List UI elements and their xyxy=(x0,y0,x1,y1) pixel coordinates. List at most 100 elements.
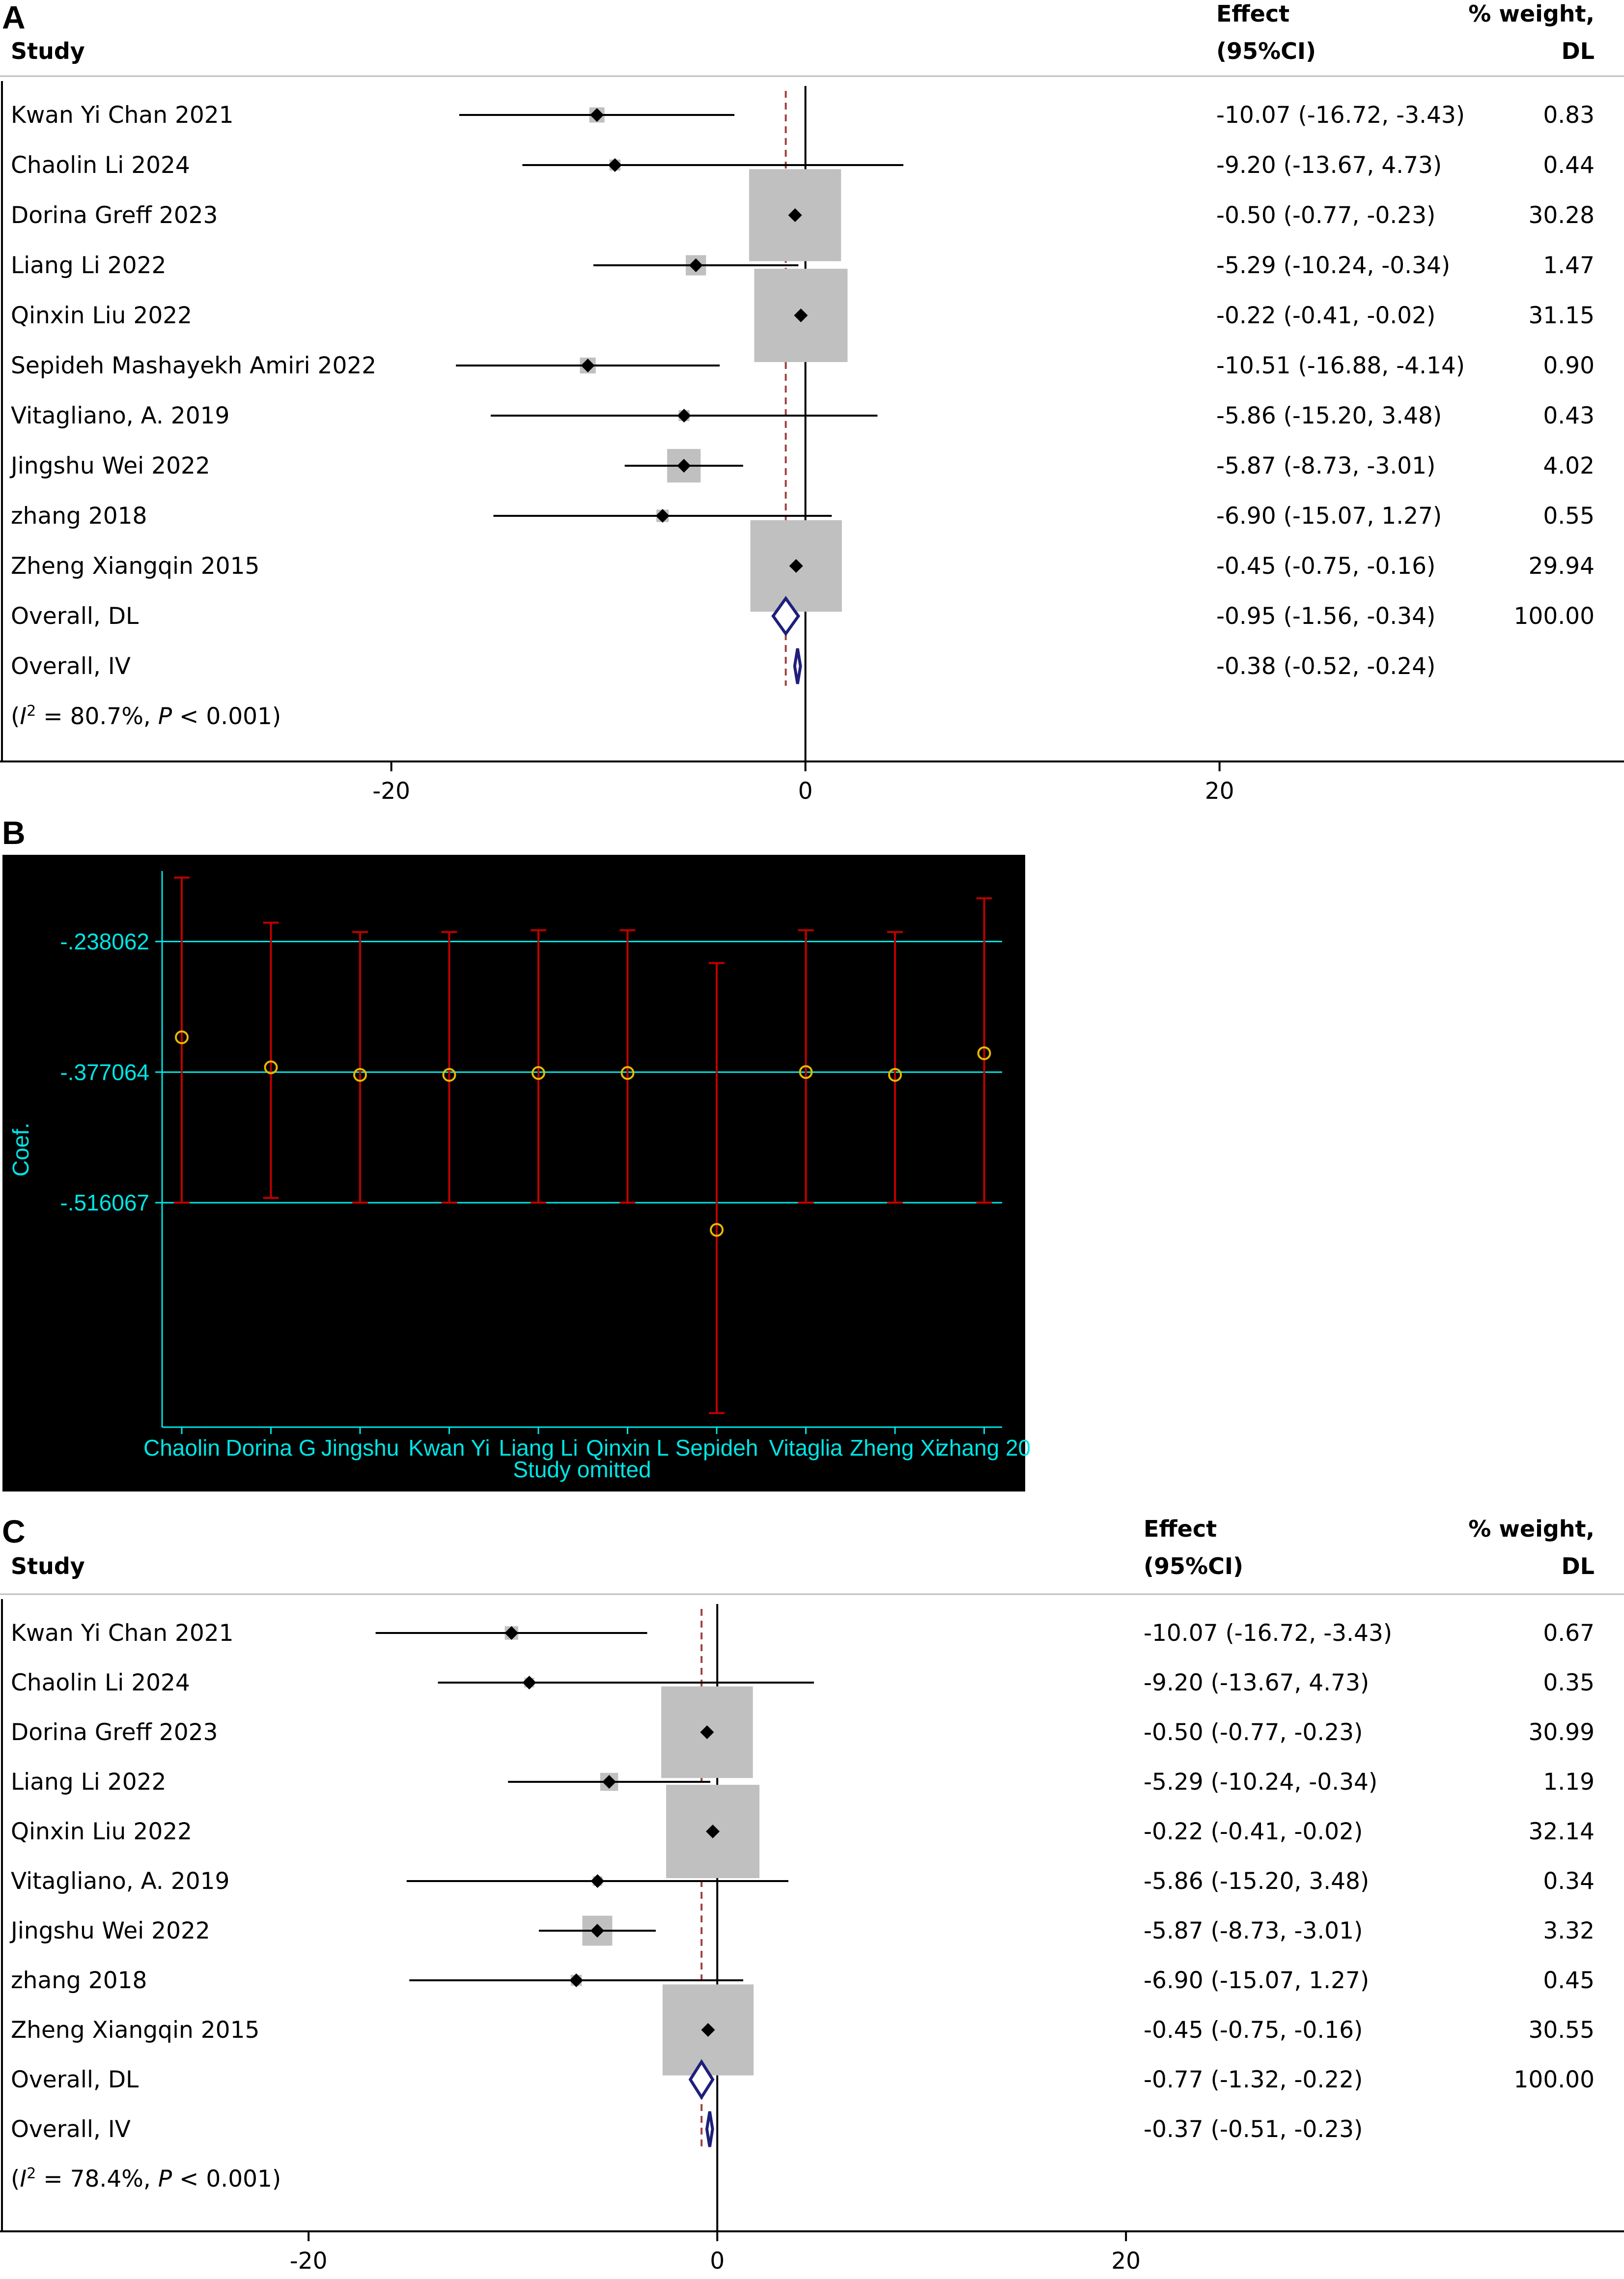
weight-value: 1.47 xyxy=(1543,252,1595,279)
x-tick-label: Liang Li xyxy=(499,1435,578,1461)
sensitivity-panel-b: B -.238062 -.377064 -.516067 Coef. Chaolin Dor… xyxy=(0,816,1624,1503)
panel-letter: A xyxy=(2,0,26,35)
weight-value: 0.67 xyxy=(1543,1620,1595,1647)
weight-value: 32.14 xyxy=(1528,1818,1595,1845)
header-ci: (95%CI) xyxy=(1216,38,1316,64)
weight-value: 0.44 xyxy=(1543,152,1595,179)
forest-plot-c: C Study Effect (95%CI) % weight, DL -20 0 20 Kwan… xyxy=(0,1513,1624,2275)
estimate-point xyxy=(442,1068,456,1082)
point-estimate xyxy=(590,1924,604,1938)
weight-value: 4.02 xyxy=(1543,452,1595,479)
study-label: zhang 2018 xyxy=(11,1967,147,1994)
study-label: Sepideh Mashayekh Amiri 2022 xyxy=(11,352,376,379)
effect-ci-text: -9.20 (-13.67, 4.73) xyxy=(1216,152,1442,179)
y-tick-label: -.238062 xyxy=(60,929,149,955)
study-label: Jingshu Wei 2022 xyxy=(9,1917,210,1944)
estimate-point xyxy=(175,1030,189,1044)
weight-value: 31.15 xyxy=(1528,302,1595,329)
header-weight-method: DL xyxy=(1562,1553,1595,1579)
weight-value: 0.90 xyxy=(1543,352,1595,379)
x-tick-label: -20 xyxy=(290,2248,328,2275)
pooled-diamond xyxy=(771,595,800,637)
weight-value: 0.55 xyxy=(1543,503,1595,530)
effect-ci-text: -6.90 (-15.07, 1.27) xyxy=(1144,1967,1369,1994)
header-ci: (95%CI) xyxy=(1144,1553,1243,1579)
x-tick-label: -20 xyxy=(372,778,410,805)
study-label: Kwan Yi Chan 2021 xyxy=(11,1620,234,1647)
point-estimate xyxy=(602,1775,616,1789)
panel-letter: C xyxy=(2,1513,26,1549)
study-label: Dorina Greff 2023 xyxy=(11,1719,218,1746)
point-estimate xyxy=(581,359,595,372)
effect-ci-text: -0.38 (-0.52, -0.24) xyxy=(1216,653,1435,680)
x-tick-label: 20 xyxy=(1205,778,1234,805)
study-label: Zheng Xiangqin 2015 xyxy=(11,2017,259,2044)
study-label: Liang Li 2022 xyxy=(11,252,166,279)
estimate-point xyxy=(532,1066,545,1080)
y-axis-label: Coef. xyxy=(8,1123,33,1177)
x-tick-label: Jingshu xyxy=(321,1435,399,1461)
weight-value: 29.94 xyxy=(1528,553,1595,580)
x-tick-label: Kwan Yi xyxy=(408,1435,490,1461)
weight-value: 100.00 xyxy=(1514,603,1595,630)
y-tick-label: -.516067 xyxy=(60,1190,149,1215)
estimate-point xyxy=(710,1223,724,1237)
weight-value: 30.55 xyxy=(1528,2017,1595,2044)
panel-letter: B xyxy=(2,816,26,851)
pooled-diamond xyxy=(705,2111,714,2147)
effect-ci-text: -10.07 (-16.72, -3.43) xyxy=(1216,102,1465,129)
header-study: Study xyxy=(11,38,85,64)
x-axis-label: Study omitted xyxy=(513,1457,651,1482)
point-estimate xyxy=(789,559,803,573)
effect-ci-text: -6.90 (-15.07, 1.27) xyxy=(1216,503,1442,530)
estimate-point xyxy=(888,1068,902,1082)
effect-ci-text: -0.37 (-0.51, -0.23) xyxy=(1144,2116,1363,2143)
study-label: Kwan Yi Chan 2021 xyxy=(11,102,234,129)
effect-ci-text: -10.51 (-16.88, -4.14) xyxy=(1216,352,1465,379)
point-estimate xyxy=(569,1973,584,1987)
effect-ci-text: -0.95 (-1.56, -0.34) xyxy=(1216,603,1435,630)
estimate-point xyxy=(799,1065,813,1079)
weight-value: 100.00 xyxy=(1514,2066,1595,2093)
weight-value: 0.35 xyxy=(1543,1669,1595,1696)
estimate-point xyxy=(620,1066,635,1080)
study-label: Jingshu Wei 2022 xyxy=(9,452,210,479)
x-tick-label: 20 xyxy=(1111,2248,1141,2275)
study-label: Liang Li 2022 xyxy=(11,1769,166,1796)
study-label: Qinxin Liu 2022 xyxy=(11,302,192,329)
point-estimate xyxy=(504,1626,519,1640)
effect-ci-text: -5.87 (-8.73, -3.01) xyxy=(1144,1917,1363,1944)
forest-panel-a: A Study Effect (95%CI) % weight, DL -20 0 20 Kwan… xyxy=(0,0,1624,835)
point-estimate xyxy=(590,1874,605,1888)
point-estimate xyxy=(701,2023,715,2037)
heterogeneity-text: (I2 = 78.4%, P < 0.001) xyxy=(11,2165,281,2193)
point-estimate xyxy=(677,409,691,422)
header-study: Study xyxy=(11,1553,85,1579)
header-effect: Effect xyxy=(1144,1516,1217,1542)
study-label: zhang 2018 xyxy=(11,503,147,530)
x-tick-label: 0 xyxy=(798,778,813,805)
x-tick-label: Sepideh xyxy=(675,1435,758,1461)
forest-plot-a: A Study Effect (95%CI) % weight, DL -20 0 20 Kwan… xyxy=(0,0,1624,805)
x-tick-label: 0 xyxy=(710,2248,725,2275)
study-label: Chaolin Li 2024 xyxy=(11,1669,190,1696)
effect-ci-text: -0.22 (-0.41, -0.02) xyxy=(1216,302,1435,329)
weight-value: 1.19 xyxy=(1543,1769,1595,1796)
effect-ci-text: -5.29 (-10.24, -0.34) xyxy=(1144,1769,1377,1796)
weight-value: 0.83 xyxy=(1543,102,1595,129)
header-weight: % weight, xyxy=(1468,0,1595,27)
x-tick-label: Zheng Xi xyxy=(850,1435,940,1461)
effect-ci-text: -0.45 (-0.75, -0.16) xyxy=(1216,553,1435,580)
effect-ci-text: -9.20 (-13.67, 4.73) xyxy=(1144,1669,1369,1696)
point-estimate xyxy=(655,509,670,523)
x-tick-label: Dorina G xyxy=(225,1435,316,1461)
point-estimate xyxy=(677,459,691,473)
weight-value: 30.99 xyxy=(1528,1719,1595,1746)
effect-ci-text: -10.07 (-16.72, -3.43) xyxy=(1144,1620,1392,1647)
header-weight: % weight, xyxy=(1468,1516,1595,1542)
x-tick-label: Vitaglia xyxy=(769,1435,842,1461)
point-estimate xyxy=(700,1725,714,1739)
point-estimate xyxy=(689,258,703,272)
x-tick-label: zhang 20 xyxy=(938,1435,1031,1461)
point-estimate xyxy=(590,108,604,122)
